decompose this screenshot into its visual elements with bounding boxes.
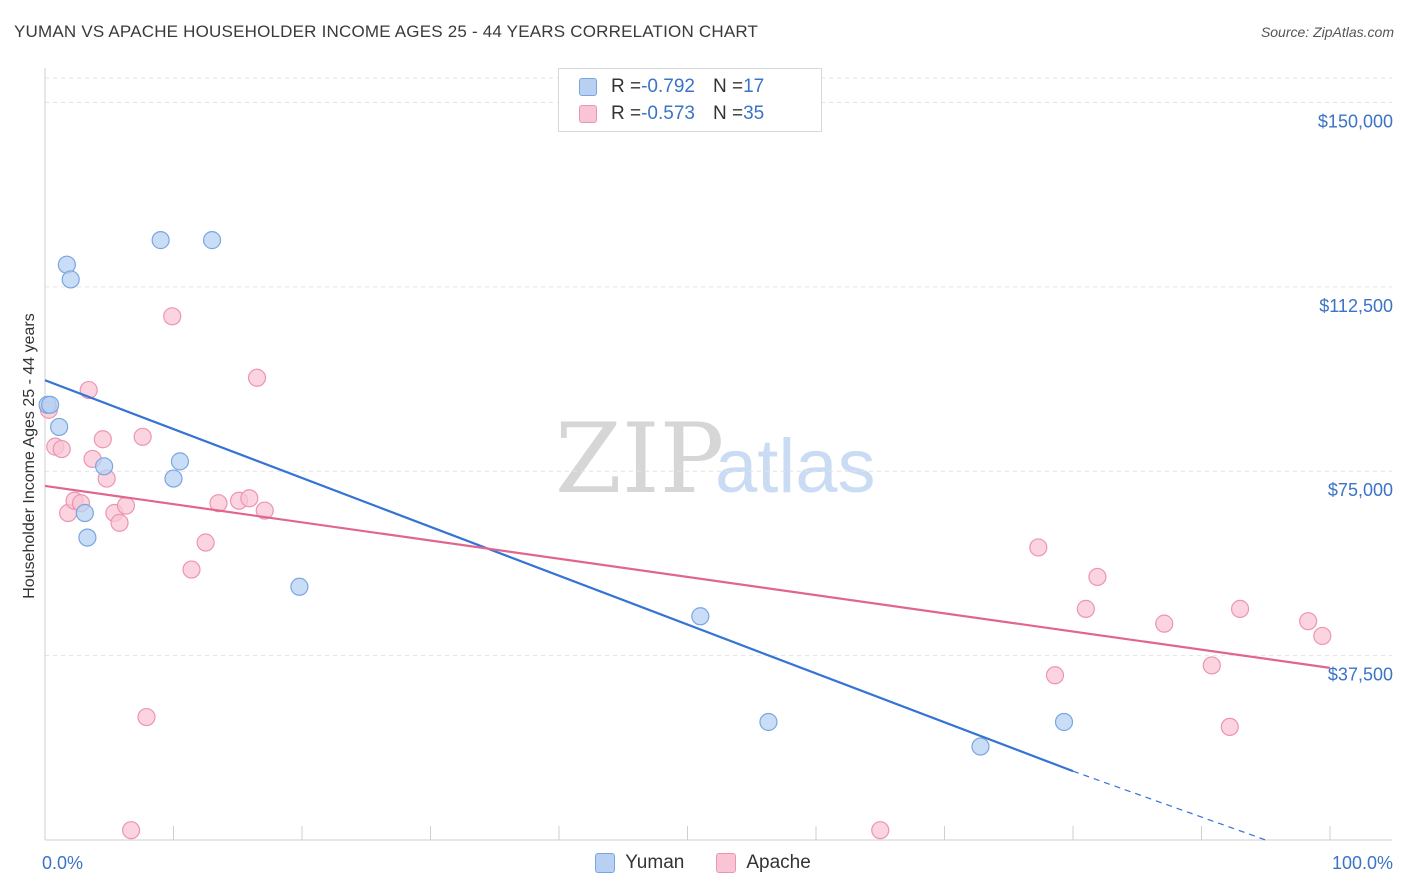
apache-point	[1220, 717, 1239, 737]
apache-point	[1299, 612, 1318, 631]
apache-trend-line	[44, 484, 1331, 669]
apache-swatch	[579, 105, 597, 123]
legend-yuman-label: Yuman	[625, 852, 685, 873]
apache-point	[247, 368, 267, 387]
yuman-trend-line	[44, 379, 1074, 773]
yuman-point	[151, 231, 170, 250]
yuman-r-label: R =	[611, 76, 642, 97]
apache-point	[133, 427, 152, 446]
apache-point	[110, 513, 129, 532]
y-tick-label: $37,500	[1328, 665, 1393, 685]
apache-n-value: 35	[743, 103, 765, 124]
apache-point	[1155, 614, 1174, 633]
y-tick-label: $75,000	[1328, 480, 1393, 500]
apache-point	[52, 439, 71, 459]
apache-point	[255, 501, 274, 520]
apache-point	[93, 430, 112, 449]
apache-point	[182, 560, 201, 579]
apache-point	[1029, 538, 1048, 557]
yuman-point	[971, 737, 990, 756]
chart-title: YUMAN VS APACHE HOUSEHOLDER INCOME AGES …	[14, 22, 759, 41]
yuman-point	[95, 457, 114, 476]
legend-row-apache: R = -0.573 N = 35	[579, 102, 764, 126]
yuman-r-value: -0.792	[641, 76, 695, 97]
yuman-point	[170, 452, 190, 471]
legend-item-yuman: Yuman	[595, 852, 684, 874]
apache-point	[116, 496, 136, 515]
yuman-n-label: N =	[712, 76, 744, 97]
apache-n-label: N =	[712, 103, 744, 124]
apache-point	[163, 307, 182, 326]
yuman-n-value: 17	[743, 76, 765, 97]
y-tick-label: $150,000	[1318, 111, 1393, 131]
x-tick-label-max: 100.0%	[1332, 853, 1393, 873]
legend-apache-label: Apache	[746, 852, 811, 873]
correlation-legend: R = -0.792 N = 17 R = -0.573 N = 35	[558, 68, 822, 132]
apache-point	[196, 533, 215, 552]
apache-point	[1088, 567, 1107, 587]
legend-item-apache: Apache	[716, 852, 811, 874]
x-tick-label-min: 0.0%	[42, 853, 83, 873]
yuman-point	[164, 469, 183, 488]
yuman-point	[75, 503, 94, 523]
series-legend: Yuman Apache	[0, 852, 1406, 874]
legend-yuman-swatch	[595, 853, 616, 873]
apache-r-label: R =	[611, 103, 642, 124]
yuman-point	[78, 528, 97, 547]
yuman-point	[1054, 712, 1074, 732]
yuman-point	[61, 270, 80, 289]
y-tick-label: $112,500	[1319, 296, 1393, 316]
yuman-swatch	[579, 78, 597, 96]
apache-point	[1202, 656, 1221, 675]
watermark-zip: ZIP	[555, 403, 724, 515]
yuman-point	[50, 417, 69, 437]
apache-r-value: -0.573	[641, 103, 695, 124]
apache-point	[1076, 599, 1095, 618]
yuman-point	[759, 712, 778, 732]
apache-point	[871, 821, 890, 840]
apache-point	[1045, 666, 1065, 685]
yuman-point	[202, 231, 222, 250]
apache-point	[121, 821, 141, 840]
apache-point	[209, 494, 228, 513]
apache-point	[1230, 599, 1250, 618]
yuman-trend-extension	[1072, 770, 1266, 841]
yuman-point	[41, 395, 60, 414]
source-label: Source: ZipAtlas.com	[1260, 24, 1394, 40]
apache-point	[1313, 626, 1332, 646]
watermark-atlas: atlas	[715, 424, 876, 509]
apache-point	[240, 489, 259, 508]
legend-apache-swatch	[716, 853, 737, 873]
legend-row-yuman: R = -0.792 N = 17	[579, 75, 764, 99]
apache-point	[137, 707, 156, 727]
yuman-point	[290, 577, 309, 596]
yuman-point	[691, 607, 710, 626]
